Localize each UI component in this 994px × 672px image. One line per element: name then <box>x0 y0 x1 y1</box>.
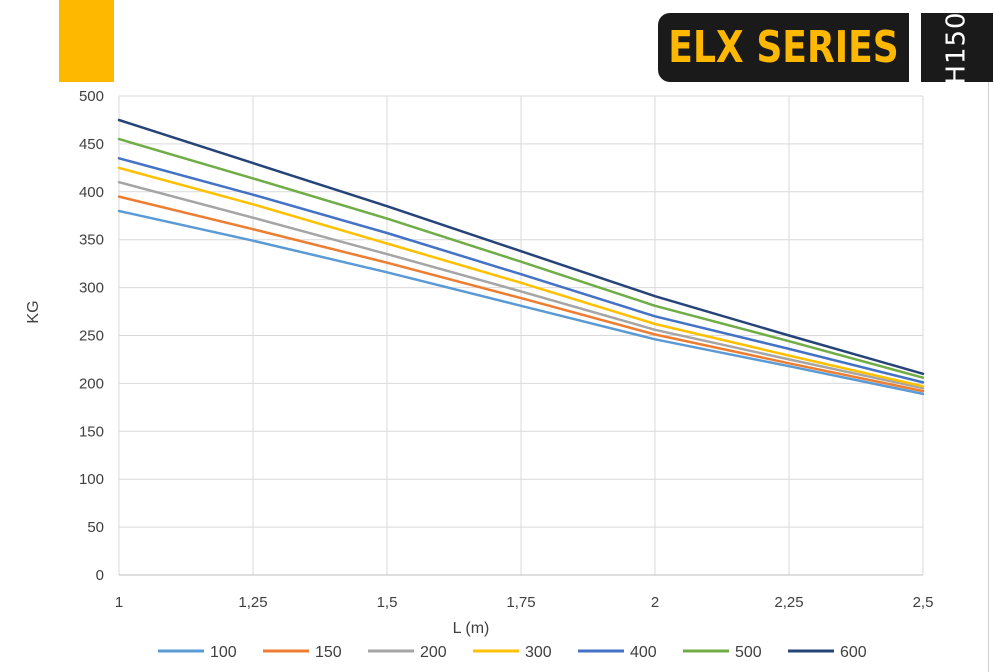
legend-label-600: 600 <box>840 644 867 661</box>
y-tick-label: 50 <box>87 519 104 536</box>
chart-series <box>117 118 925 396</box>
series-line-600 <box>117 118 925 376</box>
y-tick-label: 500 <box>79 88 104 105</box>
legend-label-100: 100 <box>210 644 237 661</box>
brand-title: ELX SERIES <box>668 22 899 73</box>
brand-badge: ELX SERIES <box>658 13 909 82</box>
legend-label-200: 200 <box>420 644 447 661</box>
x-tick-label: 2,25 <box>774 594 803 611</box>
chart-legend: 100 150 200 300 400 500 600 <box>158 644 867 661</box>
series-line-400 <box>117 157 925 384</box>
series-line-150 <box>117 195 925 393</box>
y-tick-label: 200 <box>79 375 104 392</box>
y-tick-label: 300 <box>79 280 104 297</box>
x-tick-label: 1,5 <box>377 594 398 611</box>
y-tick-label: 250 <box>79 328 104 345</box>
y-axis-title: KG <box>25 300 42 323</box>
x-tick-label: 1 <box>115 594 123 611</box>
model-badge: H150 <box>921 11 993 84</box>
y-tick-label: 100 <box>79 471 104 488</box>
x-tick-label: 1,25 <box>238 594 267 611</box>
y-tick-label: 400 <box>79 184 104 201</box>
x-tick-label: 1,75 <box>506 594 535 611</box>
page-divider <box>988 82 989 672</box>
series-line-500 <box>117 137 925 379</box>
legend-label-400: 400 <box>630 644 657 661</box>
x-axis-title: L (m) <box>453 620 490 637</box>
accent-block <box>59 0 114 82</box>
series-line-100 <box>117 209 925 396</box>
y-axis-ticks: 0 50 100 150 200 250 300 350 400 450 500 <box>79 88 104 584</box>
y-tick-label: 0 <box>96 567 104 584</box>
series-line-300 <box>117 166 925 388</box>
series-line-200 <box>117 180 925 390</box>
chart-grid <box>118 95 924 576</box>
x-tick-label: 2,5 <box>913 594 934 611</box>
x-tick-label: 2 <box>651 594 659 611</box>
y-tick-label: 350 <box>79 232 104 249</box>
legend-label-150: 150 <box>315 644 342 661</box>
x-axis-ticks: 1 1,25 1,5 1,75 2 2,25 2,5 <box>115 594 934 611</box>
y-tick-label: 450 <box>79 136 104 153</box>
legend-label-500: 500 <box>735 644 762 661</box>
legend-label-300: 300 <box>525 644 552 661</box>
y-tick-label: 150 <box>79 423 104 440</box>
